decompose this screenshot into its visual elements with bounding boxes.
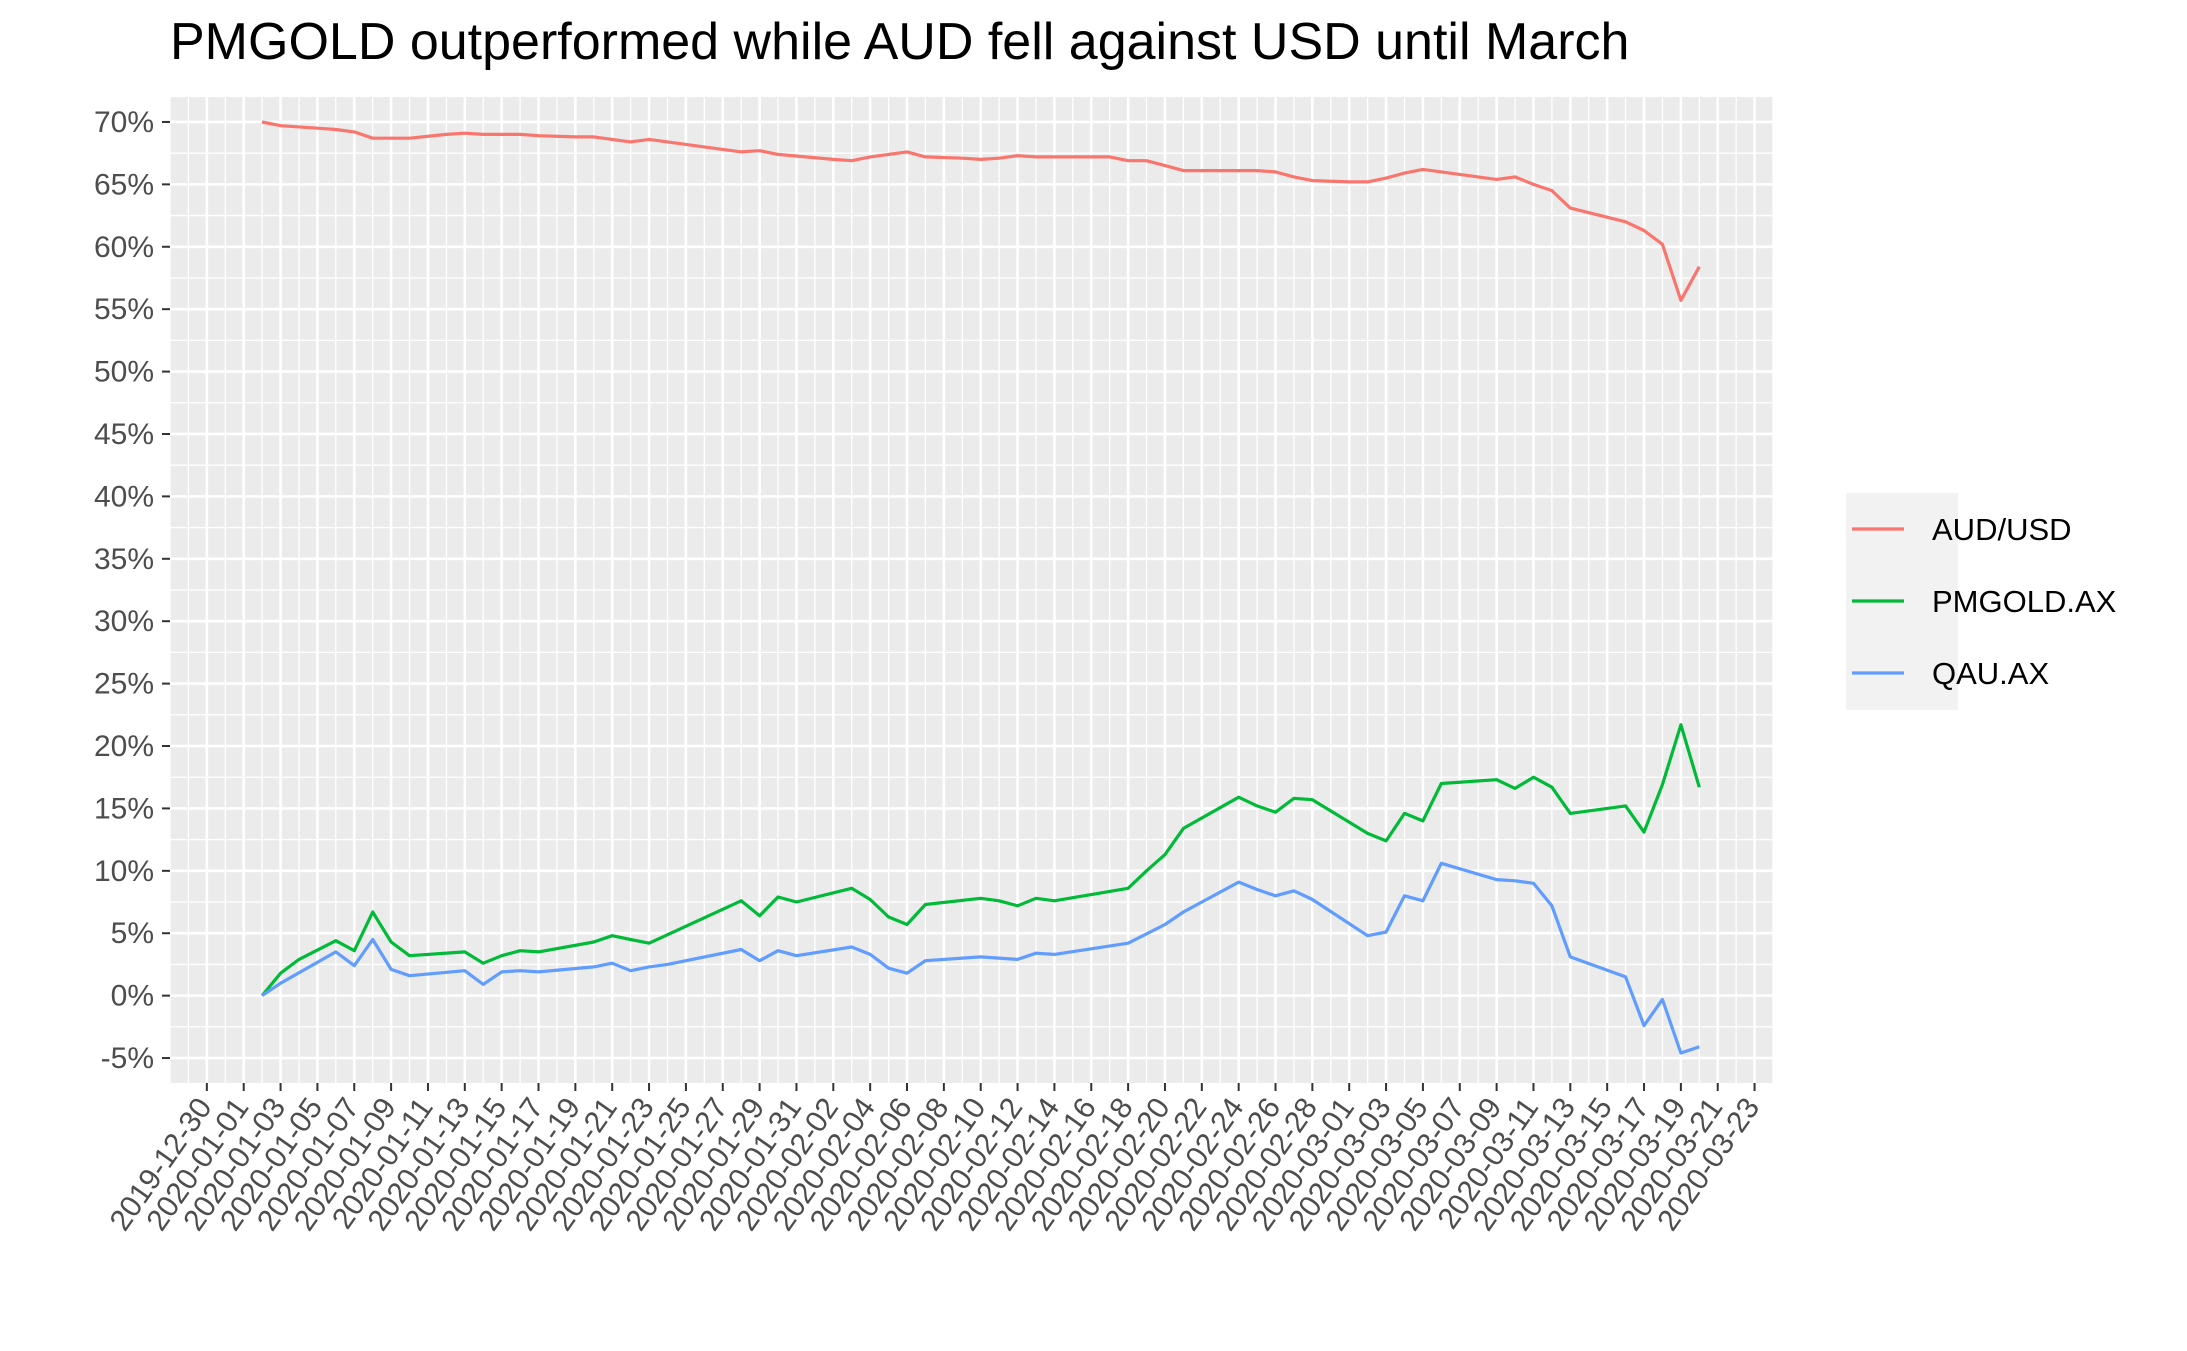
major-gridlines [170,97,1773,1083]
y-tick-label: 20% [94,730,154,763]
y-tick-label: 5% [111,917,154,950]
legend: AUD/USD PMGOLD.AX QAU.AX [1846,493,2117,710]
y-tick-label: 30% [94,605,154,638]
x-axis: 2019-12-302020-01-012020-01-032020-01-05… [104,1083,1766,1237]
y-tick-label: 35% [94,543,154,576]
series-line-qau-ax [261,861,1700,1055]
series-line-aud-usd [261,120,1701,302]
y-axis: -5% 0% 5% 10% 15% 20% 25% 30% 35% 40% 45% 50% 55% 60%… [94,106,170,1075]
y-tick-label: 15% [94,792,154,825]
y-tick-label: 45% [94,418,154,451]
y-tick-label: 55% [94,293,154,326]
y-tick-label: 70% [94,106,154,139]
y-tick-label: 0% [111,980,154,1013]
y-tick-label: 65% [94,168,154,201]
legend-label: QAU.AX [1932,656,2049,691]
y-tick-label: 10% [94,855,154,888]
y-tick-label: -5% [101,1042,154,1075]
series-line-pmgold-ax [260,723,1701,997]
series-lines [260,120,1701,1055]
y-tick-label: 60% [94,231,154,264]
y-tick-label: 50% [94,356,154,389]
legend-label: AUD/USD [1932,512,2072,547]
y-tick-label: 25% [94,668,154,701]
chart-title: PMGOLD outperformed while AUD fell again… [170,13,1629,71]
y-tick-label: 40% [94,480,154,513]
minor-gridlines [169,97,1774,1083]
legend-label: PMGOLD.AX [1932,584,2117,619]
